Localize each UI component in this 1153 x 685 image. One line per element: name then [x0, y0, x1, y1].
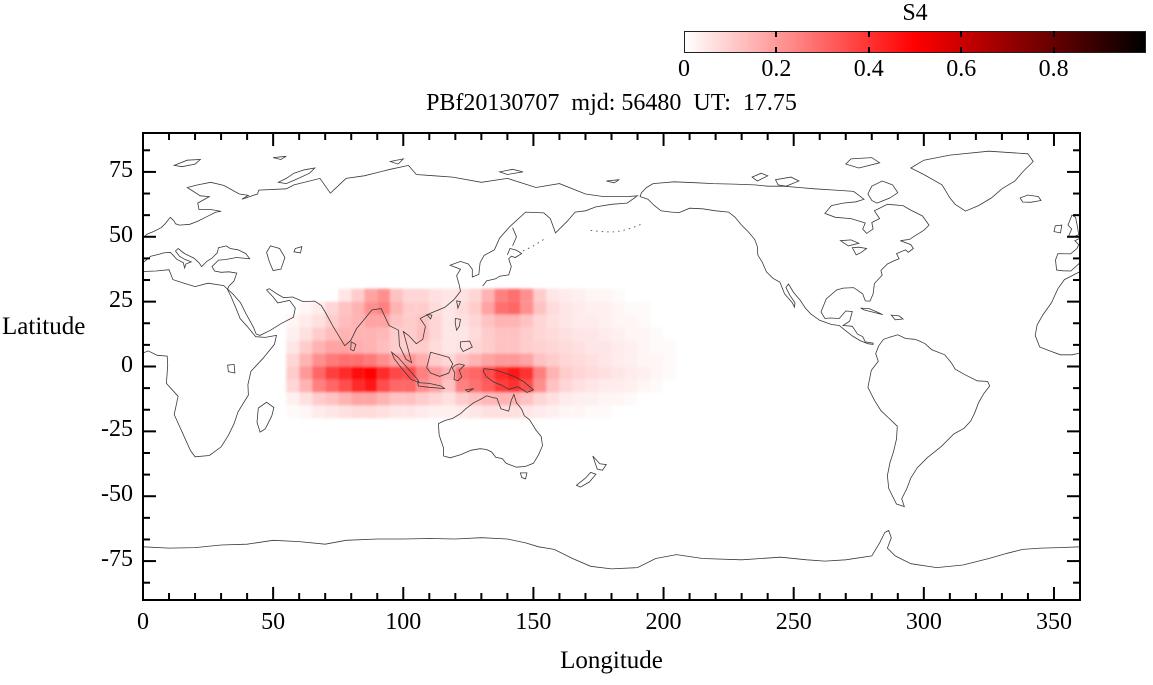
coastline-south-america	[867, 334, 991, 508]
y-axis-title: Latitude	[2, 313, 86, 340]
coastline-aleutian-islands	[590, 223, 643, 233]
coastline-australia	[437, 393, 543, 468]
plot-title: PBf20130707 mjd: 56480 UT: 17.75	[426, 90, 797, 116]
x-tick-label: 0	[137, 609, 149, 635]
y-tick-label: -75	[101, 546, 133, 573]
coastline-victoria-island	[774, 176, 800, 187]
coastline-hispaniola	[890, 314, 905, 321]
coastline-hainan	[425, 314, 433, 320]
coastline-madagascar	[256, 401, 275, 433]
coastline-tasmania	[519, 472, 528, 480]
colorbar-tick-mark	[867, 47, 870, 53]
coastlines	[143, 150, 1080, 570]
coastline-lake-victoria	[227, 363, 236, 374]
colorbar-tick-mark	[1052, 47, 1055, 53]
y-tick-label: 75	[109, 156, 133, 183]
x-tick-label: 50	[261, 609, 286, 635]
coastline-new-siberian-islands	[498, 168, 524, 175]
colorbar-tick-mark	[1052, 31, 1055, 37]
coastline-japan	[482, 248, 523, 287]
coastline-severnaya-zemlya	[388, 158, 405, 165]
colorbar-title: S4	[902, 0, 928, 26]
coastline-nz-north	[592, 455, 608, 471]
coastline-luzon	[454, 318, 461, 332]
colorbar-tick-label: 0	[678, 56, 690, 82]
coastline-iceland	[1019, 194, 1042, 203]
x-tick-label: 150	[515, 609, 552, 635]
coastline-eurasia	[143, 164, 639, 364]
x-axis-title: Longitude	[560, 647, 663, 674]
x-tick-label: 200	[645, 609, 682, 635]
x-tick-label: 100	[385, 609, 422, 635]
x-tick-label: 350	[1035, 609, 1072, 635]
axes-frame	[142, 132, 1081, 601]
coastline-lake-huron-michigan	[851, 246, 868, 256]
y-tick-label: 0	[121, 351, 133, 378]
colorbar-tick-mark	[960, 31, 963, 37]
coastline-kuril-islands	[522, 239, 545, 252]
coastline-novaya-zemlya	[277, 167, 316, 185]
colorbar-tick-label: 0.2	[761, 56, 792, 82]
coastline-iberia-france-wrap	[1055, 237, 1080, 272]
coastline-wrangel-island	[606, 179, 620, 184]
coastline-britain	[1067, 214, 1080, 237]
coastline-ellesmere-island	[845, 157, 881, 169]
coastline-nz-south	[575, 471, 597, 488]
coastline-borneo	[426, 351, 454, 377]
coastline-caspian-sea	[266, 245, 286, 271]
coastline-banks-island	[751, 172, 769, 182]
coastline-sumatra	[390, 350, 420, 383]
coastline-ireland	[1053, 224, 1063, 234]
colorbar-tick-label: 0.6	[946, 56, 977, 82]
coastline-svalbard	[172, 159, 202, 168]
coastline-mindanao	[460, 340, 473, 353]
colorbar-tick-mark	[867, 31, 870, 37]
y-tick-label: -25	[101, 416, 133, 443]
y-tick-label: -50	[101, 481, 133, 508]
coastline-baffin-island	[867, 180, 899, 204]
coastline-africa-wrap-east-edge	[1034, 271, 1080, 356]
colorbar	[684, 31, 1146, 53]
coastline-sri-lanka	[350, 341, 357, 352]
coastline-cuba	[860, 307, 883, 315]
coastline-aral-sea	[293, 246, 303, 254]
coastline-java	[417, 382, 446, 389]
s4-heatmap	[286, 288, 677, 419]
coastline-timor	[464, 388, 474, 393]
colorbar-tick-mark	[775, 47, 778, 53]
colorbar-tick-label: 0.4	[853, 56, 884, 82]
coastline-taiwan	[456, 300, 462, 310]
coastline-north-america	[639, 181, 930, 345]
colorbar-tick-mark	[960, 47, 963, 53]
coastline-sulawesi	[451, 363, 466, 382]
coastline-sakhalin	[512, 227, 517, 247]
y-tick-label: 50	[109, 221, 133, 248]
coastline-antarctica	[143, 529, 1080, 570]
coastline-lake-superior	[839, 239, 861, 247]
coastline-new-guinea	[482, 368, 535, 393]
colorbar-tick-label: 0.8	[1038, 56, 1069, 82]
y-tick-label: 25	[109, 286, 133, 313]
coastline-greenland	[909, 150, 1034, 212]
coastline-franz-josef-land	[273, 155, 287, 160]
coastline-africa-west	[143, 269, 278, 458]
x-tick-label: 250	[775, 609, 812, 635]
colorbar-tick-mark	[775, 31, 778, 37]
x-tick-label: 300	[905, 609, 942, 635]
